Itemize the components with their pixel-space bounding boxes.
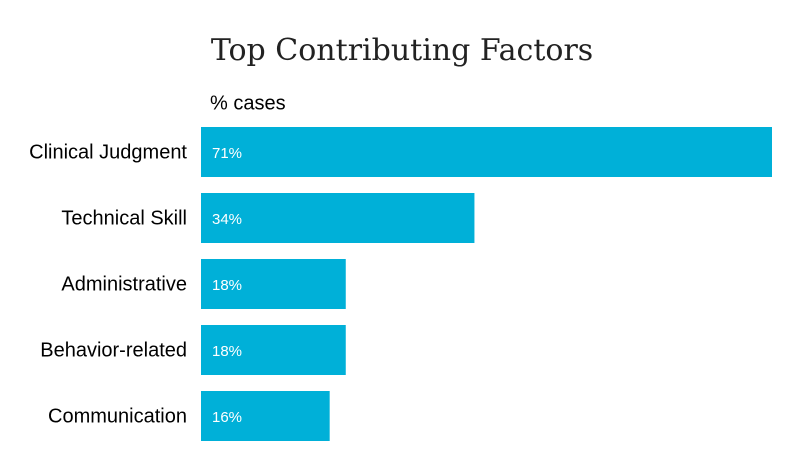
category-label: Clinical Judgment	[29, 141, 187, 163]
value-label: 34%	[212, 211, 242, 228]
value-label: 18%	[212, 277, 242, 294]
bar	[201, 193, 475, 243]
axis-label: % cases	[210, 92, 286, 114]
category-label: Technical Skill	[61, 207, 187, 229]
category-label: Communication	[48, 405, 187, 427]
value-label: 71%	[212, 145, 242, 162]
bar	[201, 391, 330, 441]
bar	[201, 325, 346, 375]
value-label: 18%	[212, 343, 242, 360]
value-label: 16%	[212, 409, 242, 426]
bar	[201, 259, 346, 309]
category-label: Behavior-related	[40, 339, 187, 361]
bar	[201, 127, 772, 177]
category-label: Administrative	[61, 273, 187, 295]
chart-title: Top Contributing Factors	[211, 33, 593, 68]
